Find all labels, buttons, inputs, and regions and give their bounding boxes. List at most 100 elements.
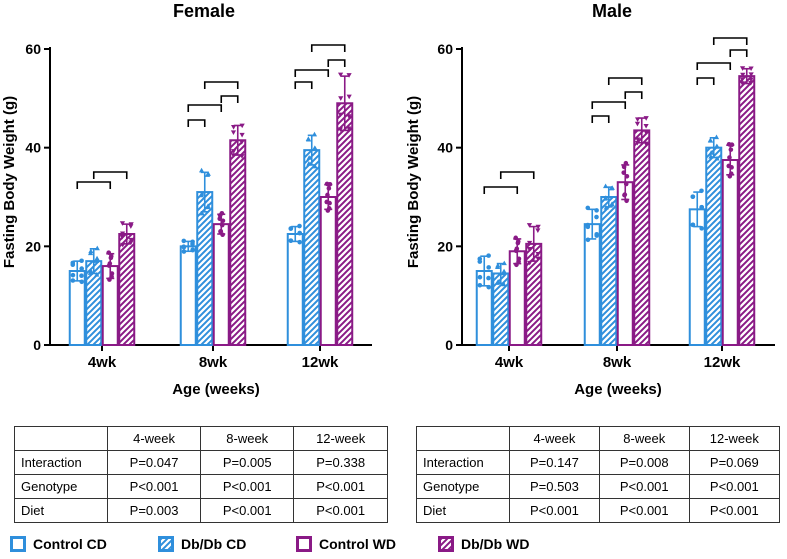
male-data-point [643, 141, 649, 147]
male-data-point [708, 154, 714, 159]
female-data-point [231, 149, 237, 154]
legend-item-dbdb-wd: Db/Db WD [438, 536, 529, 552]
table-cell: P<0.001 [598, 498, 690, 523]
male-significance-bracket [607, 77, 643, 85]
male-y-tick-label: 60 [437, 41, 453, 57]
male-data-point [526, 247, 532, 252]
male-data-point [514, 262, 519, 268]
female-data-point [198, 167, 205, 173]
male-x-tick-label: 4wk [495, 354, 524, 371]
male-x-tick-label: 8wk [603, 354, 632, 371]
table-cell: P<0.001 [598, 474, 690, 499]
female-data-point [128, 237, 134, 243]
male-data-point [494, 264, 501, 270]
female-data-point [312, 146, 318, 151]
table-row: Genotype P<0.001 P<0.001 P<0.001 [14, 474, 388, 499]
female-data-point [106, 250, 112, 255]
male-significance-bracket [729, 49, 748, 57]
table-header-cell: 4-week [509, 426, 600, 451]
table-header-cell: 12-week [293, 426, 388, 451]
female-data-point [181, 249, 187, 254]
female-data-point [198, 192, 204, 198]
table-row-label: Interaction [14, 450, 108, 475]
female-significance-bracket [187, 104, 223, 112]
female-data-point [239, 140, 245, 145]
male-significance-bracket [591, 115, 610, 123]
male-bar [738, 75, 756, 346]
female-data-point [181, 238, 187, 244]
female-significance-bracket [220, 95, 239, 103]
female-data-point [119, 221, 126, 226]
table-cell: P<0.001 [293, 498, 388, 523]
male-bar [721, 159, 739, 346]
male-data-point [748, 81, 754, 86]
female-data-point [220, 232, 225, 238]
male-data-point [501, 260, 507, 266]
female-data-point [327, 200, 332, 206]
female-y-tick-label: 60 [25, 41, 41, 57]
female-data-point [218, 228, 224, 234]
female-data-point [94, 255, 100, 261]
male-bar [705, 146, 723, 346]
female-ylabel: Fasting Body Weight (g) [1, 96, 18, 268]
male-bar [600, 196, 618, 346]
female-data-point [128, 224, 134, 229]
table-row-label: Genotype [14, 474, 108, 499]
table-cell: P<0.001 [106, 474, 202, 499]
male-data-point [594, 214, 599, 220]
female-significance-bracket [76, 181, 112, 189]
table-cell: P=0.147 [509, 450, 600, 475]
legend-swatch-hatched-purple-icon [438, 536, 454, 552]
table-header-row: 4-week 8-week 12-week [14, 426, 388, 451]
female-data-point [94, 272, 100, 277]
male-data-point [486, 253, 491, 258]
female-data-point [70, 278, 76, 283]
female-data-point [88, 248, 94, 254]
female-data-point [230, 130, 237, 135]
table-header-cell: 12-week [688, 426, 781, 451]
female-data-point [239, 154, 245, 159]
female-bar [229, 139, 247, 346]
male-data-point [739, 66, 746, 71]
male-data-point [714, 144, 720, 149]
female-significance-bracket [327, 59, 346, 67]
female-data-point [87, 270, 93, 275]
female-data-point [219, 222, 225, 228]
female-data-point [181, 244, 187, 250]
male-significance-bracket [483, 186, 519, 194]
male-data-point [602, 196, 608, 201]
legend-label: Control CD [33, 536, 107, 552]
male-data-point [699, 226, 704, 231]
table-cell: P<0.001 [688, 498, 781, 523]
male-y-tick-label: 0 [445, 337, 453, 353]
female-data-point [326, 186, 332, 191]
table-cell: P=0.008 [598, 450, 690, 475]
female-data-point [311, 131, 318, 137]
female-data-point [288, 226, 294, 231]
female-bar [286, 233, 304, 346]
table-corner [14, 426, 108, 451]
female-data-point [190, 247, 195, 253]
female-x-tick-label: 12wk [302, 354, 339, 371]
female-data-point [324, 181, 330, 187]
male-data-point [535, 256, 541, 262]
table-row-label: Diet [416, 498, 510, 523]
table-row-label: Genotype [416, 474, 510, 499]
male-data-point [713, 134, 720, 140]
female-data-point [305, 136, 311, 142]
female-data-point [119, 231, 126, 237]
female-significance-bracket [310, 44, 346, 52]
female-significance-bracket [187, 119, 206, 127]
male-data-point [585, 224, 591, 230]
plot-layer: 0 20 40 60 4wk 8wk 12wk 0 20 40 60 4wk 8wk 12wk [25, 37, 775, 371]
male-data-point [748, 77, 754, 83]
male-data-point [727, 173, 733, 179]
table-row-label: Diet [14, 498, 108, 523]
table-cell: P=0.503 [509, 474, 600, 499]
female-x-tick-label: 4wk [88, 354, 117, 371]
male-data-point [727, 155, 732, 160]
male-data-point [594, 208, 599, 213]
female-data-point [79, 273, 84, 279]
male-data-point [748, 72, 754, 77]
male-bar [583, 223, 601, 346]
